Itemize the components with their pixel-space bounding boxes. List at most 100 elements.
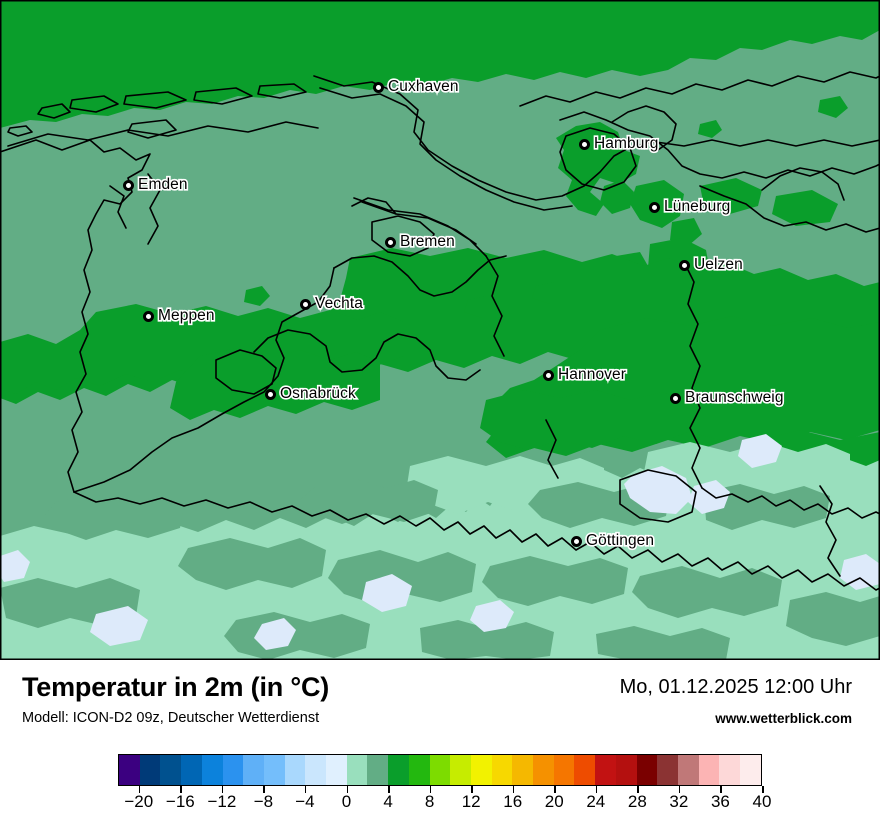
colorbar-swatch (595, 755, 616, 785)
colorbar-swatch (139, 755, 161, 785)
colorbar-tick (346, 786, 349, 793)
colorbar-swatch (181, 755, 202, 785)
colorbar-swatch (326, 755, 347, 785)
city-marker[interactable]: Hannover (543, 364, 628, 385)
valid-time-label: Mo, 01.12.2025 12:00 Uhr (619, 676, 852, 698)
colorbar-tick-label: −16 (165, 792, 195, 811)
colorbar-tick-label: 16 (503, 792, 523, 811)
colorbar-tick (388, 786, 390, 793)
colorbar-tick (512, 786, 515, 793)
colorbar-swatch (408, 755, 430, 785)
colorbar[interactable]: −20 −16 −12 −8 −4 0 4 8 12 16 20 24 28 32 36 40 (0, 754, 880, 824)
map-canvas (0, 0, 880, 660)
colorbar-tick-label: 32 (669, 792, 689, 811)
colorbar-swatch (533, 755, 554, 785)
colorbar-tick (762, 786, 764, 793)
temperature-map[interactable]: Cuxhaven Hamburg Emden Lüneburg Bremen Uelzen… (0, 0, 880, 660)
colorbar-swatch (201, 755, 223, 785)
colorbar-swatch (243, 755, 264, 785)
colorbar-tick (221, 786, 224, 793)
city-label-layer: Cuxhaven Hamburg Emden Lüneburg Bremen Uelzen… (123, 76, 785, 551)
city-marker[interactable]: Uelzen (679, 254, 744, 275)
city-dot-icon (143, 310, 154, 322)
colorbar-swatch (119, 755, 140, 785)
colorbar-tick (678, 786, 681, 793)
colorbar-tick-label: 4 (383, 792, 393, 811)
colorbar-swatch (657, 755, 678, 785)
colorbar-tick (429, 786, 432, 793)
colorbar-ticks (118, 786, 764, 793)
colorbar-tick (304, 786, 307, 793)
temp-band-4-6-islands (0, 478, 880, 660)
source-url-label: www.wetterblick.com (715, 711, 852, 726)
colorbar-swatch (512, 755, 534, 785)
map-frame (0, 0, 880, 660)
colorbar-tick (595, 786, 598, 793)
city-dot-icon (571, 535, 582, 547)
city-marker[interactable]: Osnabrück (265, 383, 357, 404)
colorbar-tick-label: −20 (124, 792, 154, 811)
colorbar-swatch (367, 755, 389, 785)
city-dot-icon (543, 369, 554, 381)
city-marker[interactable]: Meppen (143, 305, 216, 326)
colorbar-tick (720, 786, 722, 793)
city-label: Bremen (398, 231, 456, 251)
colorbar-swatch (284, 755, 306, 785)
temp-band-0-2 (0, 434, 880, 650)
city-marker[interactable]: Braunschweig (670, 387, 785, 408)
city-dot-icon (300, 298, 311, 310)
colorbar-tick-label: 28 (627, 792, 647, 811)
colorbar-swatch (636, 755, 658, 785)
city-dot-icon (385, 236, 396, 248)
colorbar-swatches[interactable] (118, 754, 762, 786)
colorbar-swatch (698, 755, 720, 785)
colorbar-swatch (574, 755, 596, 785)
colorbar-tick-labels: −20 −16 −12 −8 −4 0 4 8 12 16 20 24 28 32 36 40 (118, 792, 771, 816)
colorbar-tick-label: −8 (253, 792, 274, 811)
city-label: Cuxhaven (386, 76, 460, 96)
city-dot-icon (579, 138, 590, 150)
city-marker[interactable]: Göttingen (571, 530, 656, 551)
colorbar-swatch (388, 755, 409, 785)
colorbar-swatch (263, 755, 285, 785)
colorbar-tick (637, 786, 639, 793)
colorbar-swatch (429, 755, 451, 785)
city-dot-icon (373, 81, 384, 93)
colorbar-swatch (470, 755, 492, 785)
colorbar-tick-label: 20 (544, 792, 564, 811)
city-marker[interactable]: Hamburg (579, 133, 660, 154)
city-label: Uelzen (692, 254, 744, 274)
city-marker[interactable]: Lüneburg (649, 196, 732, 217)
city-label: Hamburg (592, 133, 660, 153)
colorbar-tick (138, 786, 141, 793)
city-label: Lüneburg (662, 196, 731, 216)
colorbar-tick (471, 786, 473, 793)
colorbar-swatch (719, 755, 741, 785)
colorbar-tick-label: 0 (341, 792, 352, 811)
city-label: Meppen (156, 305, 216, 325)
colorbar-swatch (740, 755, 761, 785)
colorbar-tick (180, 786, 182, 793)
city-label: Göttingen (584, 530, 655, 550)
city-label: Emden (136, 174, 189, 194)
colorbar-swatch (615, 755, 637, 785)
colorbar-tick-label: 12 (461, 792, 481, 811)
colorbar-tick-label: −12 (207, 792, 237, 811)
model-subtitle: Modell: ICON-D2 09z, Deutscher Wetterdie… (22, 710, 320, 726)
colorbar-tick-label: 36 (710, 792, 730, 811)
colorbar-tick-label: 40 (752, 792, 772, 811)
map-borders (0, 71, 880, 591)
city-dot-icon (649, 201, 660, 213)
colorbar-tick (554, 786, 556, 793)
colorbar-swatch (305, 755, 327, 785)
city-dot-icon (265, 388, 276, 400)
city-marker[interactable]: Bremen (385, 231, 456, 252)
colorbar-swatch (346, 755, 368, 785)
page-title: Temperatur in 2m (in °C) (22, 672, 330, 702)
colorbar-swatch (160, 755, 182, 785)
city-marker[interactable]: Cuxhaven (373, 76, 460, 97)
city-marker[interactable]: Vechta (300, 293, 365, 314)
city-marker[interactable]: Emden (123, 174, 189, 195)
colorbar-swatch (553, 755, 575, 785)
city-label: Vechta (313, 293, 364, 313)
